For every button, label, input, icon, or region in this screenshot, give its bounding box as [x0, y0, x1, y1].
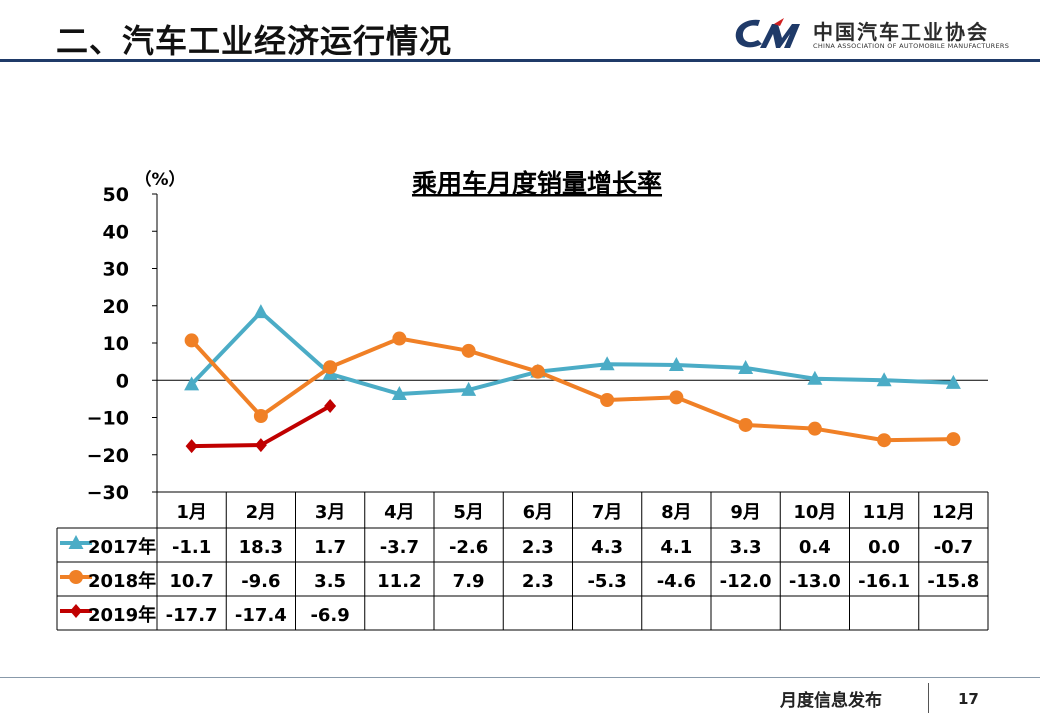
y-tick-label: 10 [103, 333, 129, 355]
series-line [190, 310, 954, 397]
data-point [738, 359, 754, 374]
y-tick-label: −30 [87, 482, 129, 504]
data-label: 7.9 [453, 571, 485, 592]
data-point [391, 386, 407, 401]
logo-cn-text: 中国汽车工业协会 [813, 20, 989, 44]
data-point [530, 364, 545, 379]
logo-en-text: CHINA ASSOCIATION OF AUTOMOBILE MANUFACT… [813, 42, 1010, 50]
data-point [70, 604, 82, 618]
association-logo: 中国汽车工业协会 CHINA ASSOCIATION OF AUTOMOBILE… [730, 14, 1009, 58]
data-point [946, 432, 961, 447]
y-tick-label: −20 [87, 445, 129, 467]
data-label: -5.3 [587, 571, 626, 592]
data-point [668, 356, 684, 371]
y-tick-label: 50 [103, 184, 129, 206]
x-tick-label: 6月 [523, 502, 554, 523]
data-label: 18.3 [239, 537, 283, 558]
x-tick-label: 1月 [176, 502, 207, 523]
footer-separator [928, 683, 929, 713]
data-label: -0.7 [934, 537, 973, 558]
data-label: 0.4 [799, 537, 831, 558]
data-label: 3.5 [314, 571, 346, 592]
data-label: 1.7 [314, 537, 346, 558]
data-point [68, 535, 84, 549]
x-tick-label: 11月 [863, 502, 906, 523]
slide-title: 二、汽车工业经济运行情况 [56, 22, 453, 60]
data-point [392, 331, 407, 346]
footer-rule [0, 677, 1040, 678]
x-tick-label: 9月 [730, 502, 761, 523]
growth-chart: 乘用车月度销量增长率 （%） 50 40 30 20 10 0 −10 −20 −30 1月 2月… [56, 169, 989, 631]
y-tick-label: 0 [116, 370, 129, 392]
data-label: 3.3 [730, 537, 762, 558]
data-label: 0.0 [868, 537, 900, 558]
legend-label: 2019年 [88, 604, 156, 626]
y-axis-unit-label: （%） [134, 169, 185, 190]
data-point [600, 392, 615, 407]
data-label: 4.1 [660, 537, 692, 558]
data-point [323, 360, 338, 375]
data-point [738, 417, 753, 432]
footer-label: 月度信息发布 [780, 691, 882, 711]
x-tick-label: 10月 [793, 502, 836, 523]
data-label: 10.7 [169, 571, 213, 592]
data-point [461, 343, 476, 358]
data-label: -9.6 [241, 571, 280, 592]
data-label: 2.3 [522, 571, 554, 592]
y-tick-label: 40 [103, 221, 129, 243]
data-label: -17.7 [166, 605, 218, 626]
data-point [185, 439, 198, 454]
y-tick-label: −10 [87, 408, 129, 430]
x-tick-label: 2月 [246, 502, 277, 523]
x-tick-label: 4月 [384, 502, 415, 523]
data-point [253, 409, 268, 424]
data-point [324, 398, 337, 413]
data-point [184, 376, 200, 391]
data-point [599, 356, 615, 371]
legend-label: 2017年 [88, 536, 156, 558]
data-point [184, 333, 199, 348]
chart-title: 乘用车月度销量增长率 [412, 169, 662, 198]
data-label: -6.9 [310, 605, 349, 626]
data-label: 11.2 [377, 571, 421, 592]
data-point [877, 433, 892, 448]
legend-label: 2018年 [88, 570, 156, 592]
x-tick-label: 12月 [932, 502, 975, 523]
data-point [876, 372, 892, 387]
data-label: 2.3 [522, 537, 554, 558]
data-point [461, 381, 477, 396]
x-tick-label: 7月 [592, 502, 623, 523]
series-line [190, 336, 954, 443]
data-label: -1.1 [172, 537, 211, 558]
cam-logo-icon [735, 18, 800, 48]
data-label: 4.3 [591, 537, 623, 558]
data-label: -3.7 [380, 537, 419, 558]
data-label: -13.0 [789, 571, 841, 592]
data-point [69, 570, 83, 584]
page-number: 17 [958, 690, 979, 708]
data-label: -4.6 [657, 571, 696, 592]
data-label: -15.8 [927, 571, 979, 592]
data-point [807, 421, 822, 436]
data-point [253, 304, 269, 319]
header-rule [0, 59, 1040, 62]
data-point [669, 390, 684, 405]
data-point [254, 438, 267, 453]
data-point [945, 374, 961, 389]
x-tick-label: 5月 [453, 502, 484, 523]
data-point [807, 370, 823, 385]
data-label: -17.4 [235, 605, 287, 626]
y-tick-label: 20 [103, 296, 129, 318]
x-tick-label: 8月 [661, 502, 692, 523]
data-label: -16.1 [858, 571, 910, 592]
x-tick-label: 3月 [315, 502, 346, 523]
data-label: -2.6 [449, 537, 488, 558]
data-label: -12.0 [720, 571, 772, 592]
y-tick-label: 30 [103, 259, 129, 281]
